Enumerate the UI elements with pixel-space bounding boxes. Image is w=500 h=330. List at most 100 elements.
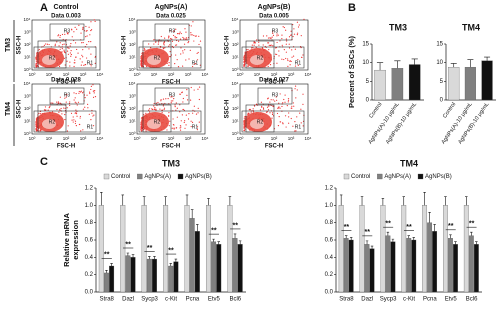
significance-label: ** (104, 252, 110, 259)
event-dot (285, 57, 287, 60)
event-dot (180, 120, 182, 122)
event-dot (74, 62, 76, 64)
event-dot (80, 32, 82, 34)
event-dot (288, 112, 290, 114)
event-dot (196, 52, 198, 55)
panel-label: C (40, 156, 48, 168)
event-dot (270, 37, 272, 39)
event-dot (181, 114, 183, 116)
event-dot (271, 36, 273, 38)
event-dot (272, 34, 275, 36)
event-dot (173, 30, 175, 32)
event-dot (175, 127, 177, 129)
event-dot (74, 122, 77, 125)
event-dot (267, 42, 269, 44)
event-dot (74, 26, 76, 28)
event-dot (69, 104, 71, 106)
error-bar (407, 235, 411, 239)
event-dot (295, 130, 297, 132)
event-dot (162, 98, 165, 100)
event-dot (291, 56, 293, 58)
event-dot (63, 49, 65, 51)
event-dot (292, 125, 294, 127)
event-dot (292, 55, 295, 57)
event-dot (181, 92, 183, 94)
event-dot (175, 28, 177, 30)
event-dot (243, 125, 245, 127)
event-dot (174, 106, 176, 108)
error-bar (153, 256, 156, 260)
x-tick-label: 10¹ (46, 136, 53, 141)
event-dot (174, 63, 176, 65)
event-dot (140, 59, 142, 62)
event-dot (292, 35, 294, 38)
event-dot (79, 91, 82, 93)
event-dot (287, 58, 289, 60)
gate-label: R1 (87, 124, 94, 130)
x-tick-label: Dazl (122, 297, 134, 303)
error-bar (228, 196, 232, 206)
event-dot (70, 55, 72, 57)
event-dot (173, 128, 175, 130)
event-dot (190, 32, 192, 34)
bar (173, 261, 179, 293)
bar (163, 205, 169, 293)
error-bar (131, 254, 135, 258)
legend-swatch (417, 173, 424, 180)
event-dot (186, 94, 188, 97)
x-tick-label: Pcna (186, 297, 200, 303)
bar (232, 238, 238, 293)
event-dot (74, 59, 76, 61)
error-bar (185, 194, 189, 206)
event-dot (66, 107, 68, 109)
event-dot (184, 49, 186, 51)
event-dot (290, 60, 292, 63)
event-dot (278, 50, 280, 52)
error-bar (169, 263, 173, 266)
event-dot (180, 126, 182, 128)
event-dot (86, 43, 88, 46)
error-bar (381, 198, 385, 206)
event-dot (199, 40, 202, 42)
bar (168, 265, 174, 293)
event-dot (63, 107, 65, 109)
event-dot (57, 102, 59, 104)
error-bar (444, 196, 447, 206)
error-bar (475, 241, 478, 245)
event-dot (155, 102, 158, 104)
y-tick-label: 10⁴ (232, 17, 239, 22)
y-tick-label: 10 (362, 60, 369, 66)
event-dot (160, 100, 162, 102)
event-dot (166, 129, 168, 131)
y-tick-label: 10³ (232, 94, 239, 99)
event-dot (244, 116, 246, 118)
x-tick-label: 10⁴ (97, 72, 104, 77)
bar (141, 205, 147, 293)
error-bar (449, 234, 452, 239)
event-dot (79, 58, 81, 60)
event-dot (75, 56, 77, 58)
y-tick-label: 0.4 (325, 255, 334, 261)
event-dot (76, 48, 78, 51)
error-bar (164, 196, 167, 206)
error-bar (142, 196, 146, 206)
event-dot (268, 49, 270, 51)
bar (103, 272, 109, 293)
event-dot (154, 108, 156, 110)
gate (138, 46, 202, 69)
event-dot (74, 120, 77, 122)
legend-swatch (377, 173, 383, 180)
event-dot (175, 54, 177, 56)
event-dot (285, 51, 287, 53)
chart-title: TM3 (389, 22, 407, 32)
event-dot (38, 112, 40, 114)
event-dot (92, 84, 94, 86)
event-dot (159, 108, 161, 110)
event-dot (187, 118, 190, 120)
event-dot (59, 42, 61, 44)
event-dot (198, 86, 201, 88)
event-dot (294, 48, 296, 50)
error-bar (433, 224, 436, 232)
event-dot (171, 38, 173, 40)
